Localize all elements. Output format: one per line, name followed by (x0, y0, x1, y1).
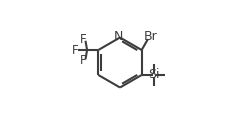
Text: Br: Br (144, 30, 158, 43)
Text: F: F (72, 44, 78, 57)
Text: F: F (80, 32, 86, 46)
Text: N: N (114, 30, 123, 43)
Text: F: F (80, 54, 86, 68)
Text: Si: Si (148, 68, 160, 82)
